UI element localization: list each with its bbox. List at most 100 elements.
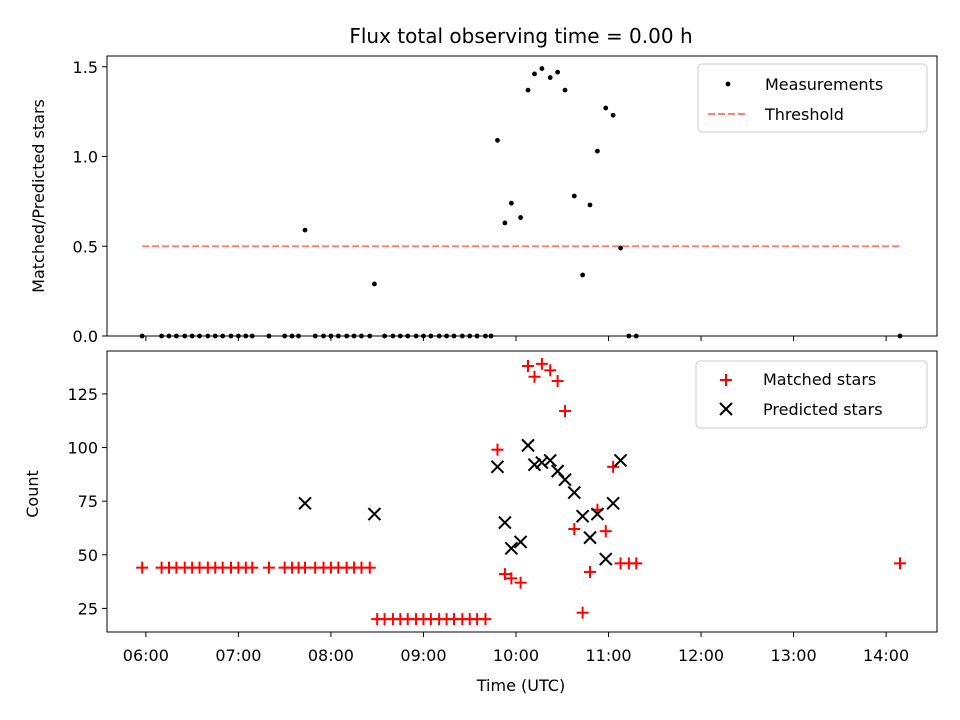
bottom-y-tick-label: 25 bbox=[78, 599, 98, 618]
predicted-star-point bbox=[498, 515, 512, 530]
x-tick-label: 07:00 bbox=[215, 646, 261, 665]
measurement-point bbox=[603, 105, 609, 111]
measurement-point bbox=[228, 333, 234, 339]
predicted-star-stroke bbox=[498, 515, 512, 530]
top-plot-frame bbox=[106, 55, 938, 337]
x-tick-label: 13:00 bbox=[771, 646, 817, 665]
measurement-point bbox=[483, 333, 488, 339]
measurement-point bbox=[451, 333, 457, 339]
bottom-legend-box bbox=[695, 360, 928, 429]
predicted-star-stroke bbox=[367, 507, 382, 521]
matched-star-point bbox=[535, 357, 548, 370]
measurement-point bbox=[459, 333, 465, 339]
measurement-point bbox=[173, 333, 179, 339]
predicted-star-point bbox=[521, 438, 535, 453]
matched-star-point bbox=[559, 405, 572, 418]
predicted-star-stroke bbox=[583, 530, 597, 545]
matched-star-point bbox=[491, 443, 504, 456]
legend-matched-label: Matched stars bbox=[763, 370, 876, 389]
measurement-point bbox=[296, 333, 301, 339]
measurement-point bbox=[397, 333, 403, 339]
x-tick-label: 12:00 bbox=[678, 646, 724, 665]
measurement-point bbox=[474, 333, 480, 339]
measurement-point bbox=[571, 193, 577, 199]
predicted-star-stroke bbox=[490, 460, 505, 474]
matched-star-point bbox=[514, 576, 527, 589]
predicted-star-stroke bbox=[543, 453, 557, 468]
measurement-point bbox=[159, 333, 164, 339]
legend-measurements-label: Measurements bbox=[765, 75, 883, 94]
measurement-point bbox=[618, 245, 623, 251]
measurement-point bbox=[182, 333, 188, 339]
measurement-point bbox=[382, 333, 387, 339]
top-panel: Flux total observing time = 0.00 h 0.00.… bbox=[29, 24, 938, 346]
predicted-star-stroke bbox=[513, 535, 528, 549]
top-y-axis: 0.0 0.5 1.0 1.5 bbox=[73, 58, 107, 346]
matched-star-point bbox=[505, 572, 518, 585]
matched-star-point bbox=[607, 460, 620, 473]
bottom-x-axis: 06:00 07:00 08:00 09:00 10:00 11:00 12:00 13:00… bbox=[123, 632, 909, 665]
measurement-point bbox=[372, 281, 377, 287]
measurement-point bbox=[312, 333, 318, 339]
measurement-point bbox=[633, 333, 639, 339]
bottom-y-axis-label: Count bbox=[23, 470, 42, 518]
top-y-tick-label: 0.5 bbox=[73, 237, 98, 256]
measurement-point bbox=[302, 227, 308, 233]
predicted-star-point bbox=[298, 496, 312, 511]
bottom-y-tick-label: 75 bbox=[78, 492, 98, 511]
measurement-point bbox=[282, 333, 288, 339]
predicted-star-stroke bbox=[590, 507, 605, 521]
predicted-star-point bbox=[606, 496, 620, 511]
measurement-point bbox=[189, 333, 195, 339]
x-tick-label: 06:00 bbox=[123, 646, 169, 665]
measurement-point bbox=[580, 272, 586, 278]
predicted-star-stroke bbox=[550, 464, 565, 478]
measurement-point bbox=[897, 333, 903, 339]
measurement-point bbox=[235, 333, 241, 339]
predicted-star-stroke bbox=[527, 457, 542, 472]
measurement-point bbox=[547, 75, 553, 80]
matched-star-point bbox=[576, 606, 589, 619]
predicted-star-stroke bbox=[575, 509, 590, 523]
matched-star-point bbox=[479, 613, 492, 626]
measurement-point bbox=[421, 333, 426, 339]
top-y-axis-label: Matched/Predicted stars bbox=[29, 99, 48, 293]
measurement-point bbox=[488, 333, 494, 339]
measurement-point bbox=[405, 333, 411, 339]
predicted-star-point bbox=[504, 541, 519, 556]
top-legend-box bbox=[697, 63, 928, 133]
x-tick-label: 08:00 bbox=[308, 646, 354, 665]
measurement-point bbox=[539, 66, 545, 71]
x-tick-label: 14:00 bbox=[863, 646, 909, 665]
matched-star-point bbox=[262, 561, 275, 574]
measurement-point bbox=[335, 333, 341, 339]
matched-star-point bbox=[630, 557, 643, 570]
predicted-star-point bbox=[535, 455, 549, 470]
matched-star-point bbox=[246, 561, 259, 574]
matched-star-point bbox=[599, 525, 612, 538]
matched-star-point bbox=[498, 568, 511, 581]
bottom-legend: Matched stars Predicted stars bbox=[695, 360, 928, 429]
matched-star-point bbox=[528, 370, 541, 383]
matched-star-point bbox=[568, 523, 581, 536]
predicted-star-point bbox=[558, 472, 572, 487]
predicted-star-stroke bbox=[298, 496, 312, 511]
measurement-point bbox=[502, 220, 508, 226]
bottom-y-tick-label: 125 bbox=[67, 385, 98, 404]
legend-predicted-marker bbox=[719, 402, 733, 416]
predicted-star-stroke bbox=[535, 455, 549, 470]
measurement-point bbox=[243, 333, 249, 339]
predicted-star-point bbox=[583, 530, 597, 545]
measurement-point bbox=[220, 333, 226, 339]
bottom-plot-area bbox=[136, 357, 906, 626]
measurement-point bbox=[495, 137, 500, 143]
legend-predicted-label: Predicted stars bbox=[763, 400, 883, 419]
predicted-star-point bbox=[367, 507, 382, 521]
predicted-star-stroke bbox=[521, 438, 535, 453]
measurement-point bbox=[436, 333, 442, 339]
chart-title: Flux total observing time = 0.00 h bbox=[349, 24, 692, 48]
matched-star-point bbox=[299, 561, 312, 574]
measurement-point bbox=[626, 333, 632, 339]
measurement-point bbox=[344, 333, 350, 339]
measurement-point bbox=[266, 333, 272, 339]
